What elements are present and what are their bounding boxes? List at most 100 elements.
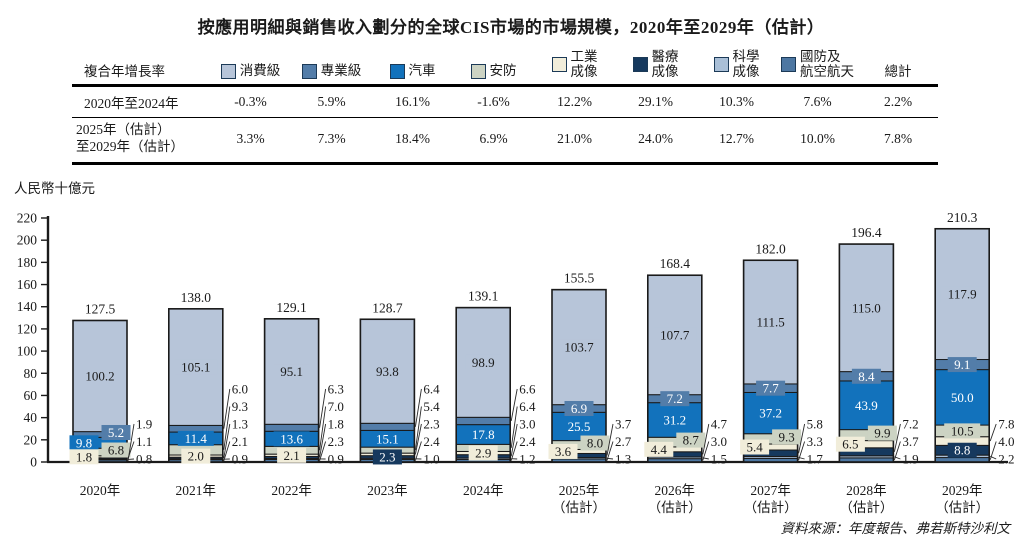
bar-outline-2020年 — [72, 319, 128, 463]
bar-total-label-2025年: 155.5 — [564, 271, 595, 286]
leader-line-2022年-security — [319, 406, 327, 451]
outside-label-2029年-industrial: 7.8 — [998, 417, 1014, 432]
outside-label-2023年-industrial: 2.3 — [423, 417, 439, 432]
segment-label-2029年-consumer: 117.9 — [948, 287, 977, 302]
segment-label-2025年-consumer: 103.7 — [564, 340, 594, 355]
outside-label-2027年-defense: 3.3 — [807, 434, 823, 449]
legend-item-consumer: 消費級 — [210, 64, 291, 80]
segment-label-2029年-security: 10.5 — [951, 423, 974, 438]
outside-label-2029年-defense: 4.0 — [998, 434, 1014, 449]
leader-line-2025年-scientific — [606, 457, 614, 460]
cagr-value-industrial: 12.2% — [557, 94, 592, 110]
y-tick-label: 160 — [17, 277, 38, 292]
segment-label-box-2025年-industrial — [548, 443, 578, 459]
segment-label-box-2020年-consumer — [78, 368, 122, 384]
legend-item-automotive: 汽車 — [372, 64, 453, 80]
leader-line-2022年-defense — [319, 441, 327, 461]
outside-label-2022年-defense: 2.3 — [328, 434, 344, 449]
cagr-row-2020-2024: 2020年至2024年 -0.3% 5.9% 16.1% -1.6% 12.2% 29.1%… — [72, 87, 938, 117]
outside-label-2028年-medical: 7.2 — [902, 417, 918, 432]
cagr-table: 複合年增長率 消費級 專業級 汽車 安防 工業 成像 醫療 成像 科學 成像 國防及 航空航天 總計 20… — [72, 49, 938, 165]
y-axis-unit-label: 人民幣十億元 — [14, 181, 95, 196]
legend-swatch-medical — [632, 57, 648, 73]
outside-label-2026年-scientific: 1.5 — [711, 452, 727, 467]
x-axis-label-2027年: 2027年 — [750, 483, 791, 498]
bar-segment-2022年-professional — [264, 423, 320, 432]
segment-label-2027年-automotive: 37.2 — [759, 406, 782, 421]
outside-label-2028年-defense: 3.7 — [902, 434, 919, 449]
leader-line-2024年-defense — [510, 441, 518, 461]
table-rule-middle — [72, 117, 938, 119]
bar-total-label-2020年: 127.5 — [85, 301, 116, 316]
y-tick-label: 0 — [30, 455, 37, 470]
outside-label-2021年-defense: 2.1 — [232, 434, 248, 449]
segment-label-2021年-consumer: 105.1 — [181, 360, 210, 375]
cagr-value-medical: 24.0% — [638, 131, 673, 147]
legend-item-professional: 專業級 — [291, 64, 372, 80]
segment-label-2023年-medical: 2.3 — [379, 449, 395, 464]
segment-label-box-2024年-consumer — [465, 354, 502, 370]
cagr-row-2025-2029: 2025年（估計） 至2029年（估計） 3.3% 7.3% 18.4% 6.9% 21.0… — [72, 118, 938, 162]
y-tick-label: 200 — [17, 233, 38, 248]
leader-line-2023年-defense — [414, 441, 422, 461]
x-axis-sublabel-2029年: （估計） — [935, 500, 989, 515]
segment-label-2028年-security: 9.9 — [874, 426, 890, 441]
segment-label-box-2025年-consumer — [557, 339, 601, 355]
outside-label-2026年-medical: 4.7 — [711, 417, 728, 432]
outside-label-2025年-medical: 3.7 — [615, 417, 632, 432]
outside-label-2020年-scientific: 0.8 — [136, 452, 152, 467]
bar-total-label-2026年: 168.4 — [660, 256, 691, 271]
segment-label-2025年-automotive: 25.5 — [568, 419, 591, 434]
bar-segment-2023年-professional — [359, 422, 415, 431]
segment-label-2020年-professional: 5.2 — [108, 425, 124, 440]
x-axis-label-2022年: 2022年 — [271, 483, 312, 498]
outside-label-2021年-medical: 1.3 — [232, 417, 248, 432]
segment-label-box-2022年-automotive — [273, 431, 310, 447]
segment-label-2029年-medical: 8.8 — [954, 443, 970, 458]
bar-outline-2029年 — [934, 227, 991, 463]
outside-label-2024年-medical: 3.0 — [519, 417, 535, 432]
y-tick-label: 220 — [17, 211, 38, 226]
bar-total-label-2027年: 182.0 — [755, 241, 786, 256]
leader-line-2023年-professional — [414, 388, 422, 427]
leader-line-2021年-professional — [223, 388, 231, 429]
segment-label-box-2028年-consumer — [844, 300, 888, 316]
segment-label-2029年-automotive: 50.0 — [951, 390, 974, 405]
segment-label-2025年-professional: 6.9 — [571, 401, 587, 416]
bar-total-label-2021年: 138.0 — [181, 290, 212, 305]
outside-label-2020年-defense: 1.9 — [136, 417, 152, 432]
outside-label-2025年-scientific: 1.3 — [615, 452, 631, 467]
x-axis-label-2021年: 2021年 — [176, 483, 217, 498]
cagr-value-consumer: -0.3% — [234, 94, 267, 110]
outside-label-2024年-security: 6.4 — [519, 399, 536, 414]
cagr-value-automotive: 18.4% — [395, 131, 430, 147]
leader-line-2025年-medical — [606, 423, 614, 456]
leader-line-2021年-medical — [223, 423, 231, 459]
segment-label-2022年-consumer: 95.1 — [280, 364, 303, 379]
segment-label-box-2021年-automotive — [177, 430, 214, 446]
segment-label-box-2025年-automotive — [561, 418, 597, 434]
leader-line-2023年-industrial — [414, 423, 422, 455]
cagr-value-scientific: 10.3% — [719, 94, 754, 110]
segment-label-box-2028年-security — [867, 425, 897, 441]
outside-label-2024年-professional: 6.6 — [519, 382, 536, 397]
outside-label-2023年-security: 5.4 — [423, 399, 440, 414]
outside-label-2023年-professional: 6.4 — [423, 382, 440, 397]
legend-swatch-industrial — [551, 57, 567, 73]
y-tick-label: 60 — [24, 388, 38, 403]
legend-item-scientific: 科學 成像 — [696, 49, 777, 80]
bar-outline-2025年 — [551, 288, 607, 463]
bar-outline-2027年 — [742, 259, 799, 463]
y-tick-label: 100 — [17, 344, 38, 359]
outside-label-2028年-scientific: 1.9 — [902, 452, 918, 467]
cagr-value-defense: 10.0% — [800, 131, 835, 147]
segment-label-box-2026年-security — [676, 432, 706, 448]
x-axis-sublabel-2026年: （估計） — [648, 500, 702, 515]
x-axis-label-2026年: 2026年 — [655, 483, 696, 498]
leader-line-2025年-defense — [606, 441, 614, 461]
segment-label-box-2025年-security — [580, 435, 610, 451]
leader-line-2021年-defense — [223, 441, 231, 461]
outside-label-2021年-security: 9.3 — [232, 399, 248, 414]
x-axis-label-2024年: 2024年 — [463, 483, 504, 498]
y-tick-label: 120 — [17, 321, 38, 336]
